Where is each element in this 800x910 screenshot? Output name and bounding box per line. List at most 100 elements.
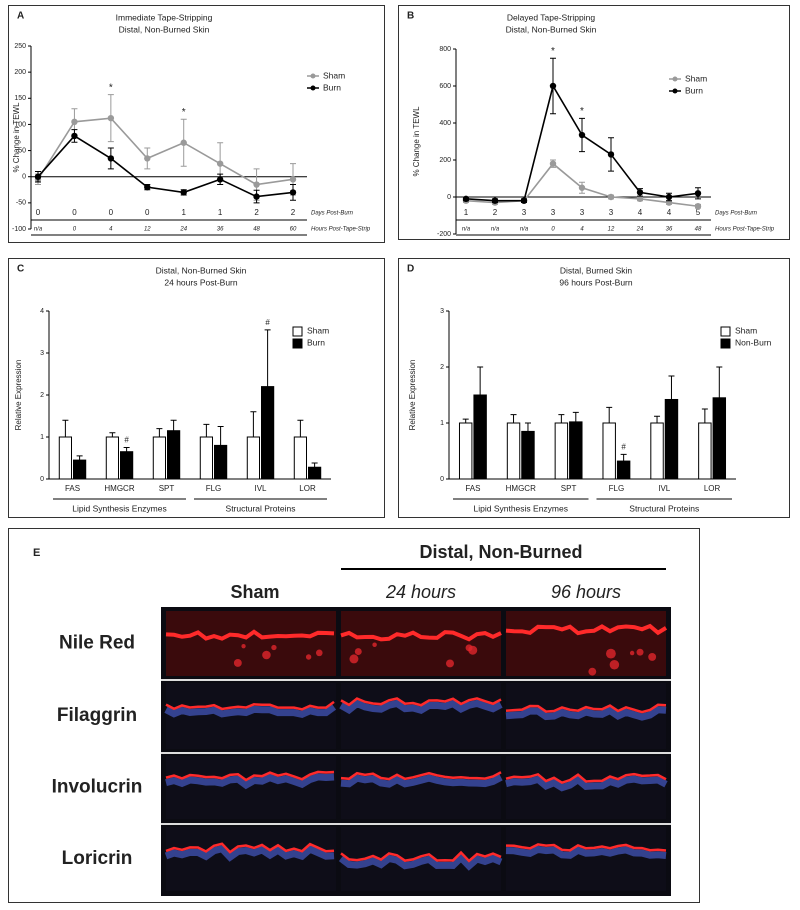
bar <box>308 466 322 480</box>
significance: # <box>124 436 129 445</box>
error-bar <box>716 366 723 398</box>
error-bar <box>572 411 579 422</box>
error-bar <box>654 415 661 423</box>
x-tick-label: n/a <box>491 227 500 233</box>
lipid-droplet <box>354 648 362 656</box>
bar <box>199 436 213 480</box>
x-tick-label: HMGCR <box>104 484 134 493</box>
x-tick-label: 12 <box>144 227 151 233</box>
significance: * <box>551 46 555 57</box>
red-stain <box>165 700 335 711</box>
x-tick-label: SPT <box>561 484 577 493</box>
point <box>216 160 224 167</box>
error-bar <box>123 447 130 452</box>
x-tick-label: 0 <box>73 227 77 233</box>
day-label: 4 <box>667 208 672 217</box>
micrograph <box>341 756 501 819</box>
x-tick-label: SPT <box>159 484 175 493</box>
x-tick-label: IVL <box>254 484 267 493</box>
x-tick-label: 24 <box>636 227 644 233</box>
bar <box>167 430 181 480</box>
x-tick-label: HMGCR <box>506 484 536 493</box>
row-label: Days Post-Burn <box>715 211 758 217</box>
legend-label: Sham <box>735 325 757 335</box>
bar <box>73 459 87 480</box>
point <box>694 190 702 197</box>
chart-title: Distal, Burned Skin <box>560 265 633 275</box>
error-bar <box>264 329 271 387</box>
point <box>694 203 702 210</box>
blue-stain <box>340 774 503 788</box>
y-tick-label: 800 <box>439 46 451 53</box>
row-label: Hours Post-Tape-Strip <box>311 227 371 233</box>
legend-swatch <box>720 326 731 337</box>
red-stain <box>165 629 335 641</box>
point <box>34 173 42 180</box>
error-bar <box>109 432 116 437</box>
error-bar <box>462 418 469 423</box>
error-bar <box>477 366 484 395</box>
red-stain <box>165 842 335 854</box>
point <box>216 176 224 183</box>
red-stain <box>505 772 667 785</box>
error-bar <box>217 426 224 446</box>
chart-title: Immediate Tape-Stripping <box>116 12 213 22</box>
bar <box>569 421 583 480</box>
bar <box>105 436 119 480</box>
error-bar <box>558 414 565 423</box>
micrograph <box>341 683 501 749</box>
blue-stain <box>164 844 335 862</box>
red-stain <box>340 850 502 863</box>
image-grid: E Distal, Non-Burned Sham 24 hours 96 hours N… <box>33 542 671 896</box>
row-label: Hours Post-Tape-Strip <box>715 227 775 233</box>
day-label: 3 <box>551 208 556 217</box>
day-label: 0 <box>109 208 114 217</box>
panel-b: B Delayed Tape-Stripping Distal, Non-Burne… <box>398 5 790 240</box>
day-label: 3 <box>580 208 585 217</box>
row-label: Loricrin <box>62 848 133 869</box>
lipid-droplet <box>606 648 616 659</box>
chart-title: Distal, Non-Burned Skin <box>156 265 247 275</box>
chart: B Delayed Tape-Stripping Distal, Non-Burne… <box>407 11 775 238</box>
x-tick-label: FLG <box>206 484 222 493</box>
x-tick-label: 12 <box>608 227 615 233</box>
bar <box>473 394 487 480</box>
error-bar <box>510 414 517 423</box>
legend-point <box>672 76 678 82</box>
point <box>607 151 615 158</box>
row-label: Nile Red <box>59 633 135 654</box>
significance: # <box>265 318 270 327</box>
x-tick-label: n/a <box>520 227 529 233</box>
lipid-droplet <box>588 667 597 676</box>
legend-label: Sham <box>323 70 345 80</box>
y-tick-label: 3 <box>40 350 44 357</box>
day-label: 5 <box>696 208 701 217</box>
legend-label: Sham <box>307 325 329 335</box>
y-tick-label: 100 <box>14 121 26 128</box>
point <box>289 189 297 196</box>
panel-c: C Distal, Non-Burned Skin 24 hours Post-Bu… <box>8 258 385 518</box>
lipid-droplet <box>629 650 635 656</box>
point <box>107 155 115 162</box>
legend-point <box>310 73 316 79</box>
point <box>107 114 115 122</box>
y-axis-label: % Change in TEWL <box>12 102 21 173</box>
day-label: 1 <box>181 208 186 217</box>
significance: * <box>109 82 113 93</box>
lipid-droplet <box>262 650 271 660</box>
column-label: Sham <box>230 582 279 602</box>
chart: A Immediate Tape-Stripping Distal, Non-Bur… <box>12 11 371 236</box>
bar <box>712 397 727 480</box>
bar <box>521 430 535 480</box>
bar <box>616 460 631 480</box>
chart-title: Delayed Tape-Stripping <box>507 12 595 22</box>
lipid-droplet <box>372 642 377 647</box>
bar <box>293 436 307 480</box>
chart-subtitle: 24 hours Post-Burn <box>164 277 238 287</box>
day-label: 0 <box>145 208 150 217</box>
red-stain <box>340 697 502 707</box>
error-bar <box>156 428 163 437</box>
point <box>289 176 297 183</box>
error-bar <box>701 408 708 423</box>
y-tick-label: 250 <box>14 43 26 50</box>
